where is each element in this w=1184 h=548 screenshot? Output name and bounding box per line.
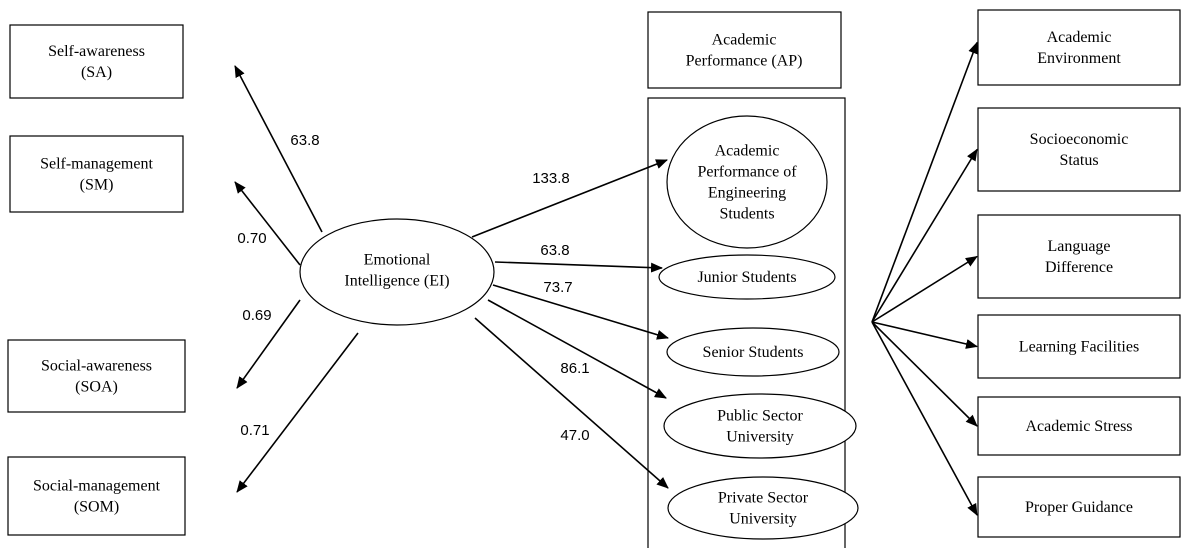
factor-label: Academic Stress	[1025, 418, 1132, 435]
edge	[234, 65, 323, 233]
component-label: Self-management	[40, 156, 153, 173]
edge	[487, 299, 667, 399]
ei-ellipse	[299, 218, 495, 326]
factor-label: Environment	[1037, 50, 1121, 67]
factor-box	[977, 214, 1181, 299]
edge-label: 0.70	[237, 230, 266, 247]
edge	[234, 181, 301, 266]
group-ellipse	[663, 393, 857, 459]
edge-label: 0.71	[240, 422, 269, 439]
group-ellipse	[667, 476, 859, 540]
component-label: (SOA)	[75, 379, 118, 396]
edge-label: 0.69	[242, 307, 271, 324]
ei-label: Emotional	[364, 252, 431, 269]
component-box	[7, 456, 186, 536]
group-label: University	[729, 511, 797, 528]
component-box	[7, 339, 186, 413]
edge-label: 133.8	[532, 170, 570, 187]
group-label: Senior Students	[703, 344, 804, 361]
group-ellipse	[666, 115, 828, 249]
edge	[471, 159, 668, 238]
ap-title-box	[647, 11, 842, 89]
factor-box	[977, 107, 1181, 192]
component-label: Social-management	[33, 478, 161, 495]
component-label: Social-awareness	[41, 358, 152, 375]
edge-label: 73.7	[543, 279, 572, 296]
factor-label: Proper Guidance	[1025, 499, 1133, 516]
ei-label: Intelligence (EI)	[344, 273, 449, 290]
group-label: Junior Students	[697, 269, 796, 286]
factor-label: Learning Facilities	[1019, 339, 1139, 356]
component-label: Self-awareness	[48, 43, 145, 60]
group-label: Public Sector	[717, 408, 803, 425]
group-label: Performance of	[697, 164, 797, 181]
group-label: Private Sector	[718, 490, 809, 507]
edge-label: 63.8	[290, 132, 319, 149]
edge	[871, 255, 978, 323]
factor-label: Language	[1047, 238, 1110, 255]
group-ellipse	[658, 254, 836, 300]
component-label: (SM)	[80, 177, 114, 194]
edge	[492, 284, 669, 340]
component-label: (SA)	[81, 64, 112, 81]
group-label: University	[726, 429, 794, 446]
factor-label: Socioeconomic	[1030, 131, 1129, 148]
factor-label: Status	[1059, 152, 1098, 169]
component-label: (SOM)	[74, 499, 119, 516]
factor-label: Academic	[1047, 29, 1112, 46]
edge	[236, 299, 301, 389]
edge	[871, 148, 978, 323]
edge	[871, 321, 978, 427]
component-box	[9, 24, 184, 99]
factor-label: Difference	[1045, 259, 1113, 276]
edge	[494, 261, 663, 273]
edge	[871, 321, 978, 516]
ap-title: Academic	[712, 32, 777, 49]
edge	[236, 332, 359, 493]
edge	[871, 41, 978, 323]
edge-label: 63.8	[540, 242, 569, 259]
edge-label: 47.0	[560, 427, 589, 444]
group-label: Students	[719, 206, 774, 223]
edge-label: 86.1	[560, 360, 589, 377]
factor-box	[977, 396, 1181, 456]
factor-box	[977, 476, 1181, 538]
group-ellipse	[666, 327, 840, 377]
factor-box	[977, 9, 1181, 86]
ap-title: Performance (AP)	[686, 53, 803, 70]
factor-box	[977, 314, 1181, 379]
group-label: Engineering	[708, 185, 786, 202]
edge	[474, 317, 669, 489]
group-label: Academic	[715, 143, 780, 160]
component-box	[9, 135, 184, 213]
edge	[871, 321, 978, 349]
